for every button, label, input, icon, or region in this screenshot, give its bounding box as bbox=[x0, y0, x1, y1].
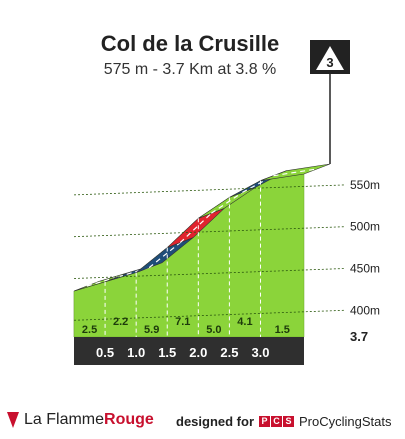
elevation-gridline bbox=[73, 268, 346, 279]
brand-suffix: Rouge bbox=[104, 411, 154, 428]
road-centre-line bbox=[86, 276, 119, 287]
pcs-letter-p: P bbox=[259, 416, 271, 427]
brand-logo: La Flamme Rouge bbox=[6, 411, 154, 429]
climb-title: Col de la Crusille bbox=[100, 31, 280, 56]
elevation-gridline bbox=[73, 309, 346, 321]
road-centre-line bbox=[273, 168, 318, 177]
elevation-gridline bbox=[73, 226, 346, 238]
gradient-label: 5.9 bbox=[144, 324, 159, 336]
distance-label: 2.0 bbox=[189, 345, 207, 360]
flame-flag-icon bbox=[7, 412, 19, 428]
gradient-label: 2.2 bbox=[113, 316, 128, 328]
credit-text: designed for bbox=[176, 414, 255, 429]
distance-label: 2.5 bbox=[220, 345, 238, 360]
pcs-letter-c: C bbox=[271, 416, 283, 427]
brand-prefix: La Flamme bbox=[24, 411, 105, 428]
y-axis-tick-label: 450m bbox=[350, 261, 380, 275]
total-distance-label: 3.7 bbox=[350, 329, 368, 344]
gradient-label: 2.5 bbox=[82, 324, 97, 336]
elevation-gridline bbox=[73, 184, 346, 196]
pcs-name: ProCyclingStats bbox=[299, 414, 392, 429]
gradient-label: 7.1 bbox=[175, 316, 190, 328]
y-axis-tick-label: 550m bbox=[350, 178, 380, 192]
credit-line: designed for P C S ProCyclingStats bbox=[176, 414, 392, 429]
y-axis-tick-label: 400m bbox=[350, 303, 380, 317]
profile-front-face bbox=[73, 173, 305, 338]
climb-subtitle: 575 m - 3.7 Km at 3.8 % bbox=[103, 61, 277, 78]
category-badge-triangle bbox=[316, 46, 344, 70]
pcs-letter-s: S bbox=[283, 416, 295, 427]
distance-label: 3.0 bbox=[251, 345, 269, 360]
road-centre-line bbox=[179, 212, 212, 243]
gradient-label: 5.0 bbox=[206, 324, 221, 336]
road-centre-line bbox=[148, 242, 181, 269]
distance-label: 1.5 bbox=[158, 345, 176, 360]
pcs-logo-icon: P C S bbox=[259, 416, 295, 427]
distance-label: 0.5 bbox=[96, 345, 114, 360]
elevation-profile-chart: 400m 450m 500m 550m 0.5 1.0 1.5 2.0 2.5 3.0 3.7 2.5… bbox=[73, 40, 380, 365]
gradient-label: 4.1 bbox=[237, 316, 252, 328]
y-axis-tick-label: 500m bbox=[350, 220, 380, 234]
distance-band bbox=[74, 337, 304, 365]
road-centre-line bbox=[210, 191, 243, 214]
gradient-label: 1.5 bbox=[275, 324, 290, 336]
category-number: 3 bbox=[326, 55, 333, 70]
distance-label: 1.0 bbox=[127, 345, 145, 360]
